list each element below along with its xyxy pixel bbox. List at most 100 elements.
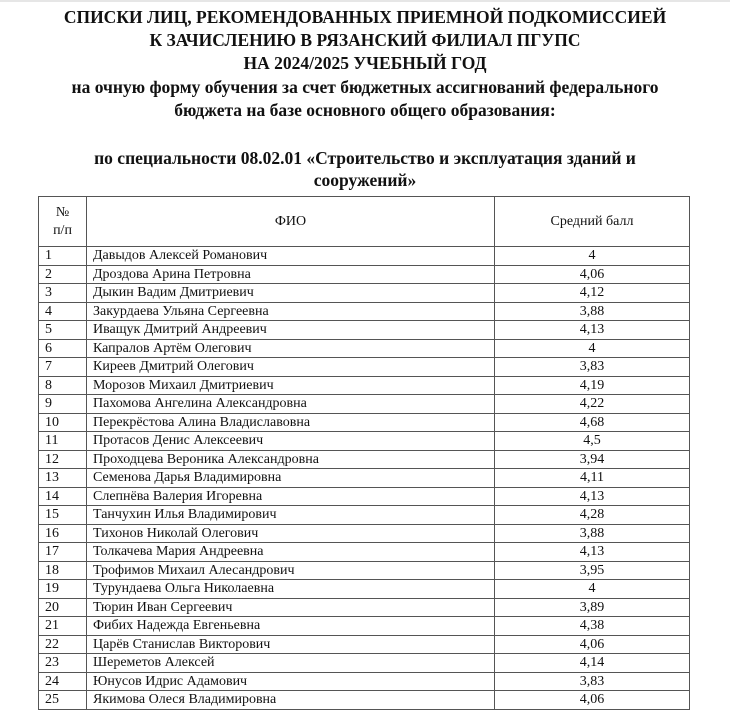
subtitle-line-1: на очную форму обучения за счет бюджетны…	[71, 77, 659, 97]
table-row: 16 Тихонов Николай Олегович 3,88	[38, 523, 690, 543]
table-row: 8 Морозов Михаил Дмитриевич 4,19	[38, 375, 690, 395]
row-score: 3,95	[494, 560, 690, 580]
header-number-line1: №	[55, 204, 70, 220]
row-name: Семенова Дарья Владимировна	[86, 468, 495, 488]
row-name: Закурдаева Ульяна Сергеевна	[86, 301, 495, 321]
row-name: Трофимов Михаил Алесандрович	[86, 560, 495, 580]
row-name: Толкачева Мария Андреевна	[86, 542, 495, 562]
table-row: 9 Пахомова Ангелина Александровна 4,22	[38, 394, 690, 414]
row-number: 18	[38, 560, 87, 580]
row-score: 4,5	[494, 431, 690, 451]
table-row: 12 Проходцева Вероника Александровна 3,94	[38, 449, 690, 469]
table-row: 7 Киреев Дмитрий Олегович 3,83	[38, 357, 690, 377]
row-score: 4,13	[494, 486, 690, 506]
row-number: 5	[38, 320, 87, 340]
table-row: 5 Иващук Дмитрий Андреевич 4,13	[38, 320, 690, 340]
table-header-row: № п/п ФИО Средний балл	[38, 196, 690, 247]
header-number: № п/п	[38, 196, 87, 247]
row-number: 2	[38, 264, 87, 284]
specialty-line-2: сооружений»	[313, 170, 417, 190]
row-number: 8	[38, 375, 87, 395]
row-number: 12	[38, 449, 87, 469]
table-row: 18 Трофимов Михаил Алесандрович 3,95	[38, 560, 690, 580]
row-name: Дыкин Вадим Дмитриевич	[86, 283, 495, 303]
header-score: Средний балл	[494, 196, 690, 247]
row-score: 4,13	[494, 542, 690, 562]
row-score: 4,06	[494, 634, 690, 654]
row-score: 4,28	[494, 505, 690, 525]
table-row: 3 Дыкин Вадим Дмитриевич 4,12	[38, 283, 690, 303]
table-row: 17 Толкачева Мария Андреевна 4,13	[38, 542, 690, 562]
row-score: 3,94	[494, 449, 690, 469]
row-score: 3,88	[494, 301, 690, 321]
subtitle-line-2: бюджета на базе основного общего образов…	[174, 100, 556, 120]
table-row: 23 Шереметов Алексей 4,14	[38, 653, 690, 673]
row-score: 4,22	[494, 394, 690, 414]
row-name: Тюрин Иван Сергеевич	[86, 597, 495, 617]
row-number: 6	[38, 338, 87, 358]
row-name: Турундаева Ольга Николаевна	[86, 579, 495, 599]
title-line-3: НА 2024/2025 УЧЕБНЫЙ ГОД	[243, 53, 487, 73]
table-row: 19 Турундаева Ольга Николаевна 4	[38, 579, 690, 599]
row-name: Иващук Дмитрий Андреевич	[86, 320, 495, 340]
table-row: 1 Давыдов Алексей Романович 4	[38, 246, 690, 266]
row-number: 7	[38, 357, 87, 377]
table-row: 10 Перекрёстова Алина Владиславовна 4,68	[38, 412, 690, 432]
row-name: Морозов Михаил Дмитриевич	[86, 375, 495, 395]
row-name: Юнусов Идрис Адамович	[86, 671, 495, 691]
row-score: 4,13	[494, 320, 690, 340]
row-name: Перекрёстова Алина Владиславовна	[86, 412, 495, 432]
row-name: Тихонов Николай Олегович	[86, 523, 495, 543]
row-number: 15	[38, 505, 87, 525]
table-row: 13 Семенова Дарья Владимировна 4,11	[38, 468, 690, 488]
applicants-table: № п/п ФИО Средний балл 1 Давыдов Алексей Р…	[38, 196, 690, 710]
table-row: 6 Капралов Артём Олегович 4	[38, 338, 690, 358]
row-score: 4,12	[494, 283, 690, 303]
row-name: Якимова Олеся Владимировна	[86, 690, 495, 710]
row-score: 4	[494, 579, 690, 599]
row-number: 1	[38, 246, 87, 266]
row-score: 3,89	[494, 597, 690, 617]
table-row: 22 Царёв Станислав Викторович 4,06	[38, 634, 690, 654]
row-name: Протасов Денис Алексеевич	[86, 431, 495, 451]
title-line-2: К ЗАЧИСЛЕНИЮ В РЯЗАНСКИЙ ФИЛИАЛ ПГУПС	[149, 30, 581, 50]
row-name: Царёв Станислав Викторович	[86, 634, 495, 654]
table-row: 21 Фибих Надежда Евгеньевна 4,38	[38, 616, 690, 636]
row-name: Дроздова Арина Петровна	[86, 264, 495, 284]
row-number: 16	[38, 523, 87, 543]
row-number: 11	[38, 431, 87, 451]
row-score: 4	[494, 338, 690, 358]
row-name: Давыдов Алексей Романович	[86, 246, 495, 266]
table-row: 24 Юнусов Идрис Адамович 3,83	[38, 671, 690, 691]
row-score: 4,38	[494, 616, 690, 636]
table-row: 20 Тюрин Иван Сергеевич 3,89	[38, 597, 690, 617]
table-row: 2 Дроздова Арина Петровна 4,06	[38, 264, 690, 284]
row-name: Танчухин Илья Владимирович	[86, 505, 495, 525]
row-number: 17	[38, 542, 87, 562]
row-score: 4,11	[494, 468, 690, 488]
specialty-line-1: по специальности 08.02.01 «Строительство…	[94, 148, 636, 168]
row-number: 3	[38, 283, 87, 303]
row-score: 3,88	[494, 523, 690, 543]
row-number: 24	[38, 671, 87, 691]
row-name: Слепнёва Валерия Игоревна	[86, 486, 495, 506]
row-score: 4,68	[494, 412, 690, 432]
top-border	[0, 0, 730, 2]
row-number: 10	[38, 412, 87, 432]
row-number: 14	[38, 486, 87, 506]
row-score: 3,83	[494, 357, 690, 377]
row-score: 4,06	[494, 264, 690, 284]
row-name: Пахомова Ангелина Александровна	[86, 394, 495, 414]
table-row: 4 Закурдаева Ульяна Сергеевна 3,88	[38, 301, 690, 321]
row-number: 20	[38, 597, 87, 617]
row-score: 4,19	[494, 375, 690, 395]
row-number: 9	[38, 394, 87, 414]
row-name: Киреев Дмитрий Олегович	[86, 357, 495, 377]
row-name: Проходцева Вероника Александровна	[86, 449, 495, 469]
row-number: 19	[38, 579, 87, 599]
table-row: 14 Слепнёва Валерия Игоревна 4,13	[38, 486, 690, 506]
row-number: 23	[38, 653, 87, 673]
row-number: 22	[38, 634, 87, 654]
table-row: 25 Якимова Олеся Владимировна 4,06	[38, 690, 690, 710]
row-score: 4	[494, 246, 690, 266]
